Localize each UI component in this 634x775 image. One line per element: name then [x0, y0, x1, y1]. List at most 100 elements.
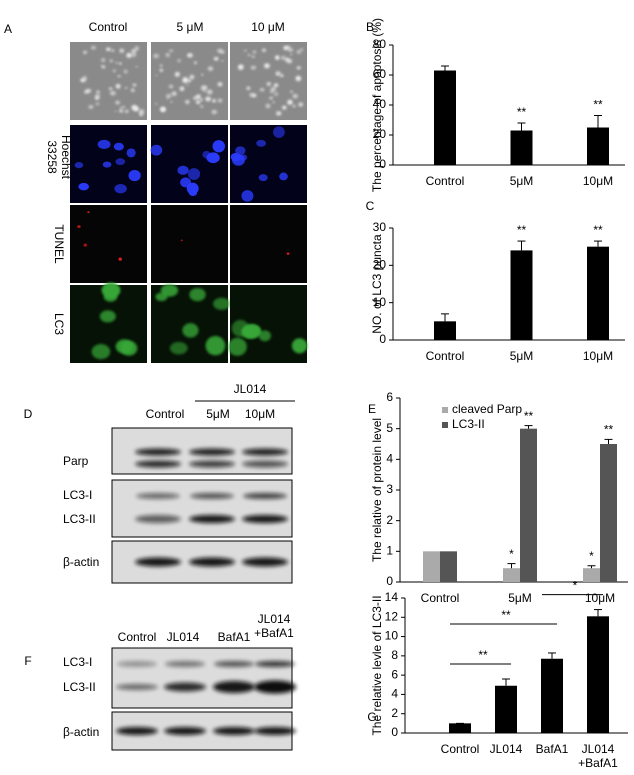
blot-band: [242, 460, 288, 468]
cell: [168, 84, 174, 89]
micrograph: [70, 205, 147, 283]
y-tick-label: 10: [385, 629, 399, 643]
cell: [238, 154, 248, 161]
micrograph: [151, 205, 228, 283]
y-tick-label: 3: [386, 482, 393, 496]
cell: [133, 106, 139, 112]
cell: [118, 257, 122, 261]
band-label: β-actin: [63, 555, 99, 569]
blot-band: [136, 493, 180, 499]
cell: [132, 83, 137, 87]
band-label: LC3-I: [63, 488, 92, 502]
cell: [263, 63, 270, 69]
cell: [187, 79, 192, 83]
band-label: LC3-I: [63, 655, 92, 669]
cell: [119, 109, 124, 113]
cell: [166, 93, 172, 98]
cell: [97, 139, 111, 150]
micrograph: [230, 42, 307, 120]
blot-band: [213, 681, 255, 693]
bar: [449, 723, 471, 733]
significance: **: [593, 98, 603, 112]
cell: [187, 54, 191, 57]
cell: [99, 310, 116, 323]
cell: [120, 340, 138, 356]
cell: [114, 110, 117, 113]
blot-band: [189, 557, 235, 567]
blot-band: [254, 680, 296, 694]
cell: [119, 48, 125, 53]
cell: [270, 90, 274, 94]
cell: [119, 106, 123, 109]
micrograph: [230, 205, 307, 283]
cell: [160, 107, 166, 112]
y-axis-title: The relative levle of LC3-II: [370, 595, 384, 735]
cell: [128, 169, 141, 182]
cell: [217, 98, 223, 103]
bar: [434, 321, 456, 340]
x-tick-label: 10μM: [583, 174, 613, 188]
panel-label: F: [24, 654, 31, 668]
significance: **: [478, 648, 488, 662]
cell: [280, 74, 284, 78]
lane-label: JL014: [167, 630, 200, 644]
panel-label: B: [366, 20, 374, 34]
cell: [74, 161, 84, 169]
cell: [125, 86, 128, 89]
blot-band: [135, 460, 181, 468]
lane-label: 10μM: [245, 407, 275, 421]
blot-band: [213, 727, 255, 735]
x-tick-label: 10μM: [583, 349, 613, 363]
band-label: LC3-II: [63, 680, 96, 694]
y-tick-label: 2: [386, 513, 393, 527]
column-label: 5 μM: [177, 20, 204, 34]
cell: [272, 101, 275, 104]
cell: [169, 49, 174, 53]
cell: [171, 91, 177, 96]
panel-label: E: [368, 402, 376, 416]
y-tick-label: 30: [373, 220, 387, 234]
cell: [94, 94, 100, 99]
y-tick-label: 6: [391, 667, 398, 681]
cell: [259, 88, 265, 92]
significance: *: [589, 549, 594, 563]
significance: **: [593, 223, 603, 237]
bar: [510, 250, 533, 340]
cell: [200, 85, 207, 91]
y-tick-label: 60: [373, 67, 387, 81]
cell: [200, 105, 204, 108]
cell: [287, 99, 293, 105]
cell: [258, 330, 272, 342]
lane-label: Control: [146, 407, 185, 421]
cell: [251, 55, 255, 58]
band-label: Parp: [63, 454, 89, 468]
cell: [122, 105, 126, 109]
cell: [153, 53, 159, 59]
y-axis-title: NO. of LC3 puncta: [370, 234, 384, 334]
cell: [282, 105, 287, 110]
cell: [182, 77, 189, 84]
cell: [115, 61, 118, 64]
cell: [187, 168, 201, 180]
y-tick-label: 10: [373, 295, 387, 309]
cell: [281, 55, 286, 61]
legend-label: LC3-II: [452, 417, 485, 431]
cell: [247, 53, 251, 57]
blot-frame: [111, 647, 293, 709]
cell: [111, 49, 115, 52]
cell: [292, 93, 298, 99]
blot-band: [255, 661, 295, 667]
cell: [160, 284, 179, 297]
y-tick-label: 1: [386, 544, 393, 558]
legend-label: cleaved Parp: [452, 402, 522, 416]
cell: [213, 56, 219, 61]
cell: [249, 92, 254, 97]
cell: [212, 99, 216, 103]
panel-label: G: [367, 710, 376, 724]
cell: [174, 71, 180, 77]
cell: [77, 225, 81, 228]
x-tick-label: Control: [421, 591, 460, 605]
group-label: JL014: [234, 382, 267, 396]
cell: [273, 126, 285, 138]
